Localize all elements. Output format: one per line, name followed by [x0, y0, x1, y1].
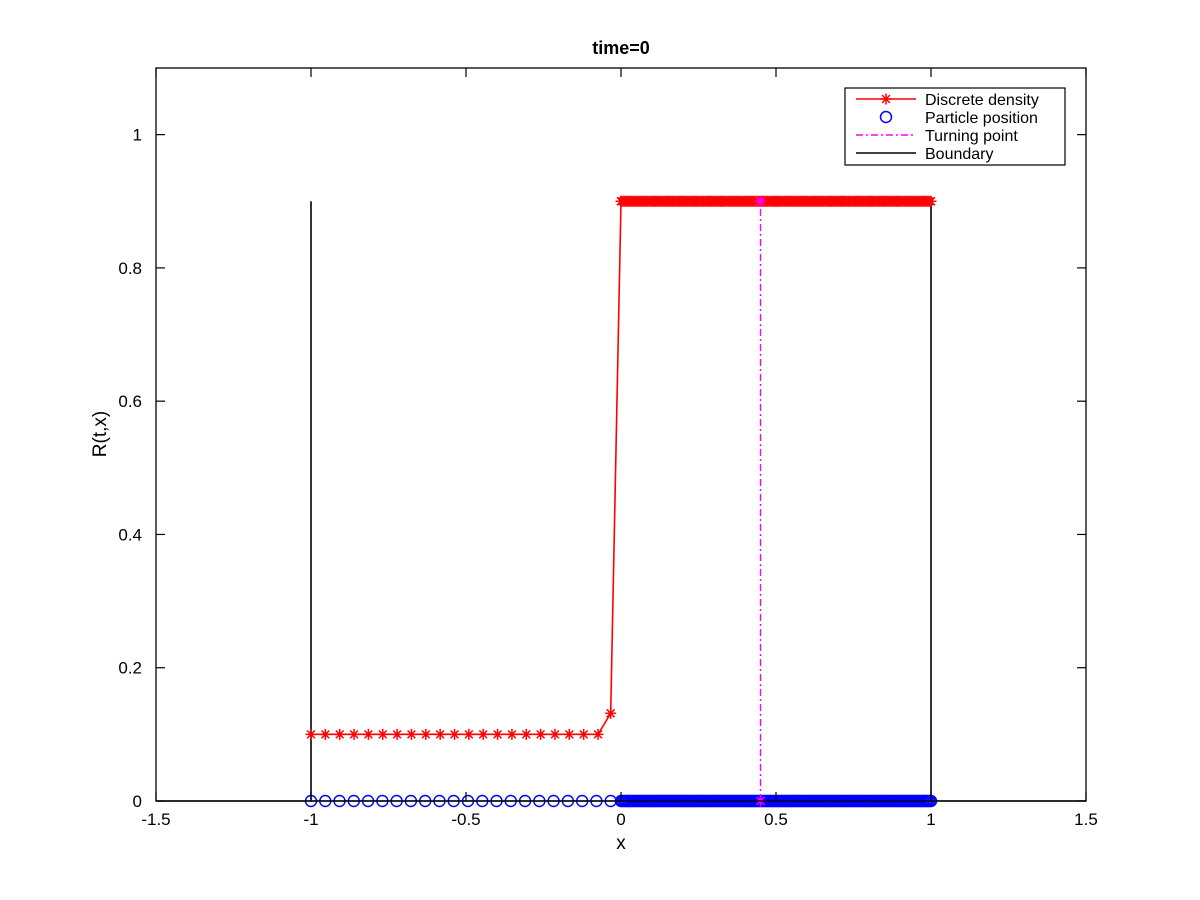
- density-marker-stroke: [320, 729, 330, 739]
- x-tick-label: -1.5: [141, 810, 170, 829]
- density-marker: [420, 728, 432, 740]
- density-marker: [592, 728, 604, 740]
- density-marker: [377, 728, 389, 740]
- density-marker: [463, 728, 475, 740]
- legend-label-discrete-density: Discrete density: [925, 92, 1039, 109]
- legend-item-boundary: Boundary: [856, 146, 994, 163]
- y-tick-label: 0.2: [118, 659, 142, 678]
- x-axis-label: x: [616, 833, 626, 854]
- density-marker: [520, 728, 532, 740]
- density-marker-stroke: [521, 729, 531, 739]
- density-marker-stroke: [926, 196, 936, 206]
- y-axis-label: R(t,x): [90, 411, 111, 457]
- density-marker-stroke: [493, 729, 502, 739]
- density-marker-stroke: [435, 729, 445, 739]
- legend-box: [844, 87, 1066, 166]
- density-marker-stroke: [450, 729, 459, 739]
- density-marker-stroke: [478, 729, 488, 739]
- density-marker-stroke: [564, 729, 574, 739]
- legend: Discrete density Particle position Turni…: [844, 87, 1066, 166]
- density-marker-stroke: [349, 729, 359, 739]
- turning-point-marker-stroke: [756, 196, 765, 206]
- density-marker-stroke: [579, 729, 589, 739]
- density-marker-stroke: [306, 729, 316, 739]
- density-marker-stroke: [593, 729, 603, 739]
- density-marker: [925, 195, 937, 207]
- density-marker: [605, 707, 617, 719]
- density-marker-stroke: [536, 729, 546, 739]
- x-tick-label: 1.5: [1074, 810, 1098, 829]
- legend-item-particle-position: Particle position: [879, 110, 1038, 127]
- legend-label-boundary: Boundary: [925, 146, 994, 163]
- density-marker: [434, 728, 446, 740]
- density-marker-stroke: [550, 729, 560, 739]
- density-marker-stroke: [507, 729, 517, 739]
- density-marker: [549, 728, 561, 740]
- y-tick-label: 0.4: [118, 525, 142, 544]
- legend-label-particle-position: Particle position: [925, 110, 1038, 127]
- x-tick-label: 1: [926, 810, 935, 829]
- density-marker: [506, 728, 518, 740]
- density-marker: [563, 728, 575, 740]
- y-tick-label: 1: [133, 126, 142, 145]
- density-marker-stroke: [335, 729, 345, 739]
- density-marker: [348, 728, 360, 740]
- x-tick-label: -0.5: [451, 810, 480, 829]
- chart-title: time=0: [592, 38, 650, 58]
- turning-point-marker: [755, 195, 766, 207]
- density-marker-stroke: [606, 708, 616, 718]
- y-tick-label: 0.6: [118, 392, 142, 411]
- density-marker-stroke: [464, 729, 474, 739]
- density-marker-stroke: [363, 729, 373, 739]
- legend-label-turning-point: Turning point: [925, 128, 1018, 145]
- density-marker-stroke: [407, 729, 416, 739]
- y-tick-label: 0: [133, 792, 142, 811]
- legend-star: [880, 93, 892, 105]
- density-marker-stroke: [378, 729, 388, 739]
- x-tick-label: 0.5: [764, 810, 788, 829]
- density-marker-stroke: [421, 729, 431, 739]
- legend-item-turning-point: Turning point: [856, 128, 1018, 145]
- x-tick-label: -1: [303, 810, 318, 829]
- legend-item-discrete-density: Discrete density: [856, 92, 1039, 109]
- legend-marker-particle-position: [879, 110, 893, 124]
- density-marker: [449, 728, 461, 740]
- density-marker-stroke: [392, 729, 402, 739]
- legend-marker-discrete-density: [880, 93, 892, 105]
- density-marker: [391, 728, 403, 740]
- plot-area: [156, 68, 1086, 801]
- y-tick-label: 0.8: [118, 259, 142, 278]
- density-marker: [535, 728, 547, 740]
- density-marker: [578, 728, 590, 740]
- legend-star-stroke: [881, 94, 891, 104]
- density-marker: [362, 728, 374, 740]
- x-tick-label: 0: [616, 810, 625, 829]
- density-marker: [405, 728, 417, 740]
- density-marker: [477, 728, 489, 740]
- ticks-layer: -1.5 -1 -0.5 0 0.5 1 1.5 0 0.2 0.4 0.6 0.8 1: [118, 68, 1098, 829]
- density-marker: [492, 728, 504, 740]
- density-marker: [319, 728, 331, 740]
- density-marker: [305, 728, 317, 740]
- density-marker: [334, 728, 346, 740]
